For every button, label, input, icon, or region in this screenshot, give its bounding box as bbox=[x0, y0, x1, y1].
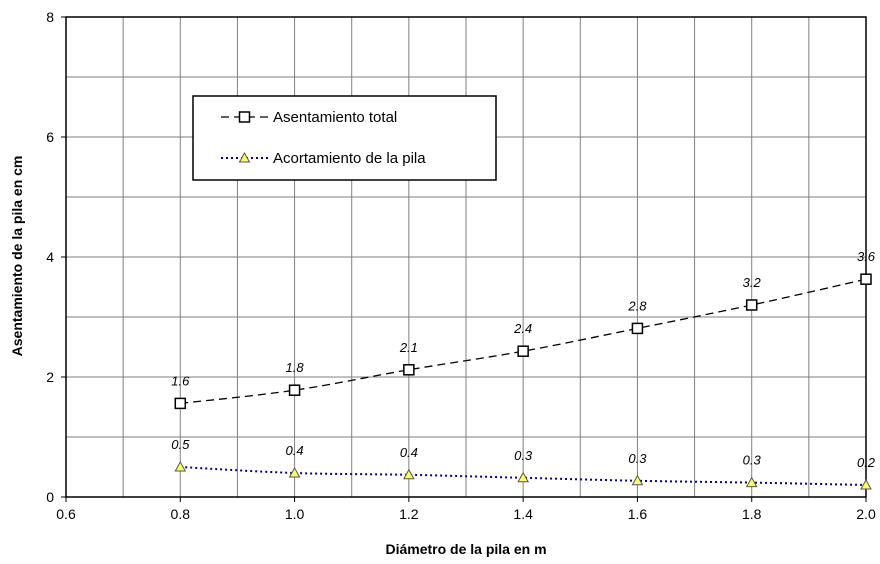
data-label-series-1: 3.6 bbox=[857, 249, 876, 264]
data-label-series-1: 2.8 bbox=[627, 298, 647, 313]
data-point-series-2 bbox=[860, 478, 872, 490]
data-point-series-2 bbox=[517, 471, 529, 483]
data-label-series-2: 0.3 bbox=[628, 451, 647, 466]
x-tick-label: 1.4 bbox=[513, 506, 533, 522]
x-tick-label: 1.6 bbox=[628, 506, 648, 522]
y-tick-label: 2 bbox=[46, 369, 54, 385]
data-point-series-2 bbox=[745, 476, 758, 488]
legend-label-1: Asentamiento total bbox=[273, 109, 397, 126]
data-label-series-1: 1.8 bbox=[286, 360, 305, 375]
data-point-series-2 bbox=[288, 466, 301, 478]
data-label-series-2: 0.5 bbox=[171, 437, 190, 452]
data-labels: 1.6 1.8 2.1 2.4 2.8 3.2 3.6 0.5 0.4 0.4 0.3 0.3 0.3 0… bbox=[171, 249, 876, 470]
x-tick-label: 1.0 bbox=[285, 506, 305, 522]
data-label-series-1: 2.1 bbox=[399, 340, 418, 355]
data-label-series-2: 0.2 bbox=[857, 455, 876, 470]
data-point-series-2 bbox=[174, 460, 187, 472]
grid bbox=[65, 16, 867, 498]
data-point-series-2 bbox=[631, 474, 644, 486]
data-label-series-2: 0.3 bbox=[743, 453, 762, 468]
data-label-series-1: 3.2 bbox=[743, 275, 762, 290]
x-axis-title: Diámetro de la pila en m bbox=[385, 541, 546, 557]
data-point-series-2 bbox=[403, 468, 415, 480]
data-point-series-1 bbox=[745, 299, 758, 311]
data-point-series-1 bbox=[517, 345, 529, 357]
legend-marker-2 bbox=[238, 151, 251, 163]
data-label-series-2: 0.3 bbox=[514, 448, 533, 463]
legend-box bbox=[192, 95, 497, 181]
y-tick-label: 0 bbox=[46, 489, 54, 505]
y-tick-label: 6 bbox=[46, 129, 54, 145]
x-tick-label: 0.8 bbox=[171, 506, 191, 522]
axes: 0.6 0.8 1.0 1.2 1.4 1.6 1.8 2.0 0 2 4 6 8 bbox=[46, 9, 876, 522]
x-tick-label: 1.2 bbox=[399, 506, 419, 522]
y-axis-title: Asentamiento de la pila en cm bbox=[9, 156, 25, 357]
series-layer bbox=[174, 273, 872, 490]
data-point-series-1 bbox=[288, 384, 301, 396]
data-point-series-1 bbox=[860, 273, 872, 285]
x-tick-label: 2.0 bbox=[856, 506, 876, 522]
data-point-series-1 bbox=[631, 322, 644, 335]
data-label-series-2: 0.4 bbox=[286, 443, 304, 458]
data-point-series-1 bbox=[403, 364, 415, 376]
x-tick-label: 1.8 bbox=[742, 506, 762, 522]
y-tick-label: 4 bbox=[46, 249, 54, 265]
data-point-series-1 bbox=[174, 397, 187, 410]
data-label-series-1: 1.6 bbox=[171, 373, 190, 388]
x-tick-label: 0.6 bbox=[56, 506, 76, 522]
data-label-series-2: 0.4 bbox=[400, 445, 418, 460]
legend: Asentamiento total Acortamiento de la pil… bbox=[192, 95, 497, 181]
legend-marker-1 bbox=[238, 111, 251, 123]
y-tick-label: 8 bbox=[46, 9, 54, 25]
legend-label-2: Acortamiento de la pila bbox=[273, 150, 426, 167]
data-label-series-1: 2.4 bbox=[513, 321, 532, 336]
